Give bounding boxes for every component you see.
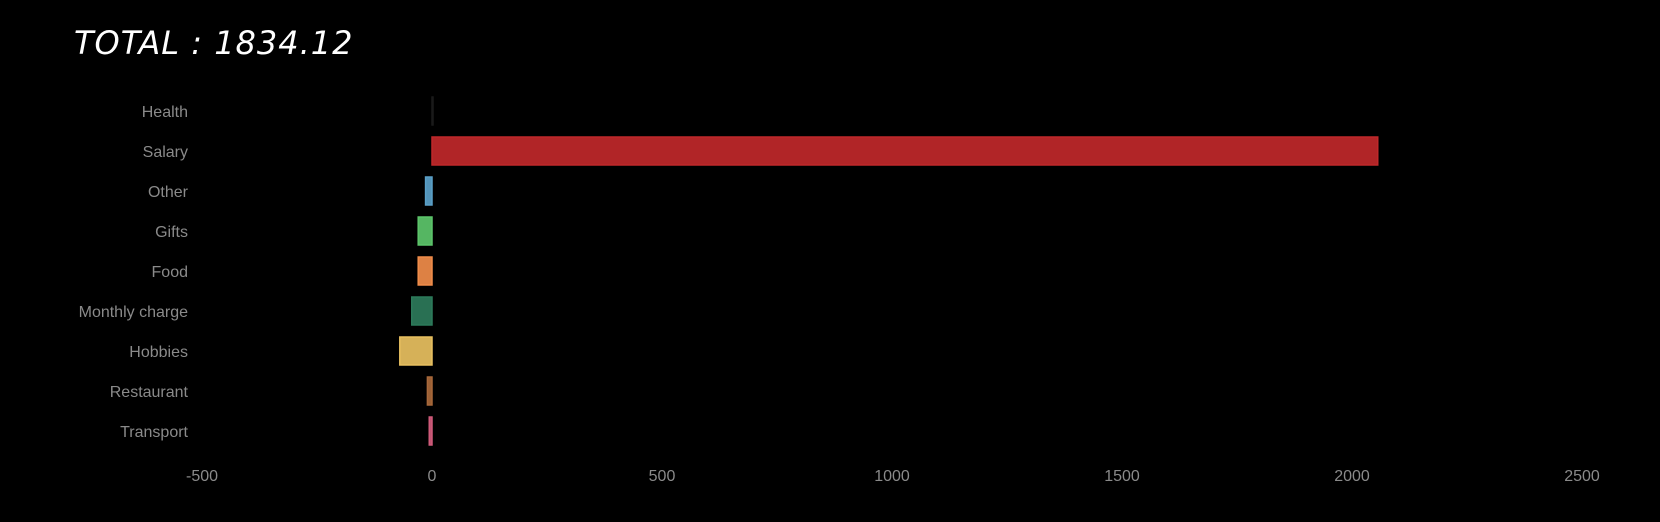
category-label-transport: Transport (120, 424, 188, 441)
x-tick-label: 0 (428, 468, 437, 485)
bar-food[interactable] (417, 256, 433, 286)
category-labels: Health Salary Other Gifts Food Monthly charge… (79, 104, 189, 441)
x-tick-label: 500 (649, 468, 676, 485)
category-label-other: Other (148, 184, 189, 201)
x-tick-label: 1500 (1104, 468, 1140, 485)
category-label-salary: Salary (143, 144, 188, 161)
bars (399, 96, 1379, 446)
x-tick-label: 2000 (1334, 468, 1370, 485)
bar-health[interactable] (431, 96, 434, 126)
bar-transport[interactable] (428, 416, 433, 446)
category-label-monthly-charge: Monthly charge (79, 304, 188, 321)
x-axis-ticks: -500 0 500 1000 1500 2000 2500 (186, 468, 1600, 485)
category-label-hobbies: Hobbies (129, 344, 188, 361)
bar-hobbies[interactable] (399, 336, 433, 366)
bar-gifts[interactable] (417, 216, 433, 246)
category-label-food: Food (152, 264, 188, 281)
bar-restaurant[interactable] (426, 376, 433, 406)
bar-other[interactable] (424, 176, 433, 206)
total-title: TOTAL : 1834.12 (74, 24, 354, 62)
category-label-gifts: Gifts (155, 224, 188, 241)
bar-salary[interactable] (431, 136, 1379, 166)
category-label-health: Health (142, 104, 188, 121)
bar-monthly-charge[interactable] (411, 296, 433, 326)
category-label-restaurant: Restaurant (110, 384, 189, 401)
x-tick-label: 2500 (1564, 468, 1600, 485)
x-tick-label: 1000 (874, 468, 910, 485)
x-tick-label: -500 (186, 468, 218, 485)
